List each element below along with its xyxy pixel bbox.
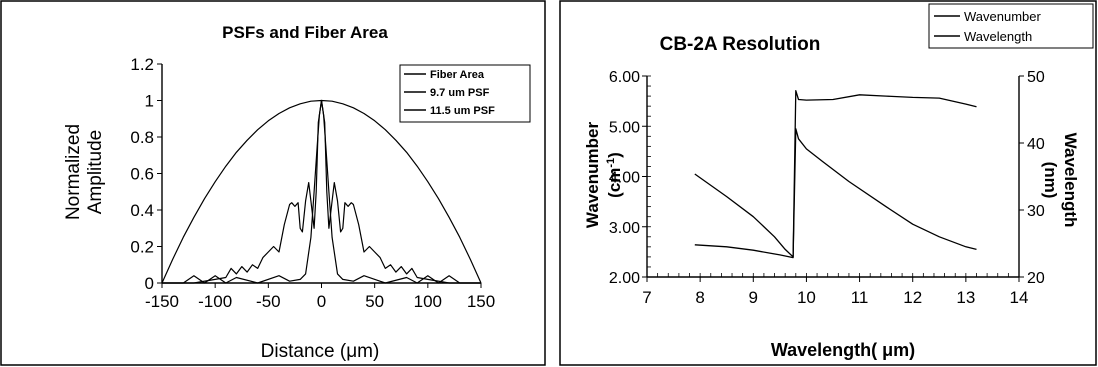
y-tick-label: 0.2 — [130, 238, 154, 257]
legend-label-wavelength: Wavelength — [964, 29, 1032, 44]
chart-title: PSFs and Fiber Area — [222, 23, 388, 42]
x-tick-label: 9 — [749, 288, 758, 307]
x-tick-label: 7 — [642, 288, 651, 307]
x-tick-label: 150 — [467, 292, 495, 311]
x-tick-label: 10 — [797, 288, 816, 307]
x-tick-label: -50 — [256, 292, 281, 311]
left-y-axis-unit-base: (cm — [605, 168, 624, 198]
y-tick-label: 1 — [145, 92, 154, 111]
series-line-wavelength — [694, 90, 977, 259]
x-axis-label: Distance (μm) — [261, 341, 380, 362]
left-y-tick-label: 3.00 — [609, 220, 640, 237]
right-y-tick-label: 50 — [1027, 69, 1045, 86]
x-tick-label: 12 — [903, 288, 922, 307]
chart-frame — [0, 0, 546, 366]
x-tick-label: -100 — [198, 292, 232, 311]
left-y-tick-label: 2.00 — [609, 270, 640, 287]
y-tick-label: 0.8 — [130, 128, 154, 147]
left-y-tick-label: 4.00 — [609, 170, 640, 187]
y-tick-label: 0 — [145, 274, 154, 293]
x-tick-label: 14 — [1010, 288, 1029, 307]
x-tick-label: 8 — [695, 288, 704, 307]
legend-label-9-7-psf: 9.7 um PSF — [430, 87, 490, 99]
right-y-axis-label-line1: Wavelength — [1061, 133, 1080, 228]
legend-label-fiber-area: Fiber Area — [430, 69, 485, 81]
legend-box — [928, 3, 1094, 49]
right-y-tick-label: 20 — [1027, 270, 1045, 287]
left-y-axis-unit: (cm-1) — [605, 152, 624, 198]
y-tick-label: 0.6 — [130, 165, 154, 184]
x-tick-label: -150 — [145, 292, 179, 311]
left-y-tick-label: 6.00 — [609, 69, 640, 86]
x-tick-label: 13 — [956, 288, 975, 307]
plot-area: 0 0.2 0.4 0.6 0.8 1 1.2 -150 -100 -50 0 50 100 150 — [130, 55, 495, 311]
left-y-tick-label: 5.00 — [609, 119, 640, 136]
chart-frame — [559, 0, 1097, 366]
left-y-axis-unit-close: ) — [605, 152, 624, 158]
legend: Wavenumber Wavelength — [928, 3, 1094, 49]
x-tick-label: 50 — [365, 292, 384, 311]
right-y-tick-label: 40 — [1027, 136, 1045, 153]
x-tick-label: 0 — [317, 292, 326, 311]
x-axis-label: Wavelength( μm) — [771, 340, 915, 360]
legend-label-wavenumber: Wavenumber — [964, 9, 1041, 24]
series-line-11-5-um-psf — [162, 99, 481, 284]
x-tick-label: 11 — [851, 288, 869, 307]
y-tick-label: 0.4 — [130, 201, 154, 220]
legend-label-11-5-psf: 11.5 um PSF — [430, 105, 495, 117]
resolution-chart: CB-2A Resolution Wavenumber (cm-1) Wavel… — [559, 0, 1097, 366]
x-tick-label: 100 — [414, 292, 442, 311]
left-y-axis-unit-exp: -1 — [605, 158, 617, 168]
plot-area: 2.00 3.00 4.00 5.00 6.00 20 30 40 50 7 8 9 10 11 12 13 1… — [609, 69, 1045, 307]
y-axis-label-line1: Normalized — [63, 124, 84, 220]
series-line-wavenumber — [694, 128, 977, 258]
left-y-axis-label: Wavenumber — [583, 122, 602, 229]
psf-chart: PSFs and Fiber Area Normalized Amplitude… — [0, 0, 546, 366]
chart-title: CB-2A Resolution — [660, 34, 821, 55]
right-y-tick-label: 30 — [1027, 203, 1045, 220]
y-tick-label: 1.2 — [130, 55, 154, 74]
legend: Fiber Area 9.7 um PSF 11.5 um PSF — [399, 64, 531, 123]
right-y-axis-label-line2: (nm) — [1041, 162, 1060, 199]
y-axis-label-line2: Amplitude — [85, 130, 106, 215]
